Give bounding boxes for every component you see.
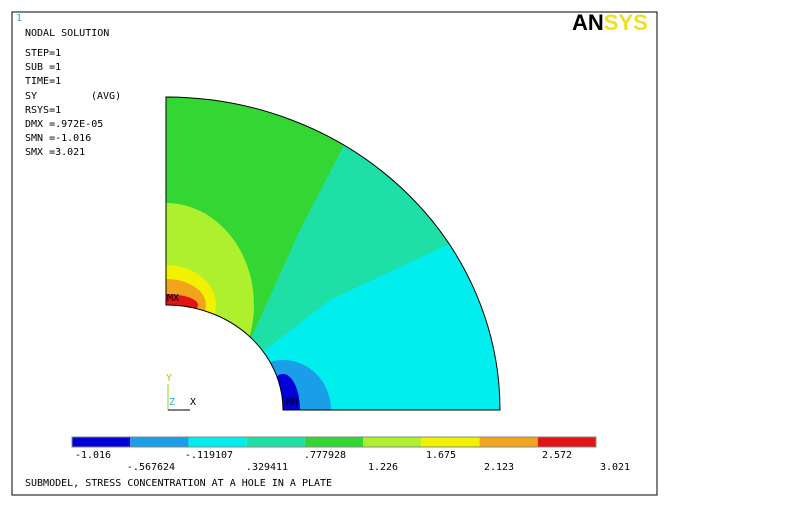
legend-label: -.119107 <box>185 450 233 461</box>
legend-swatch <box>304 437 364 447</box>
legend-label: 1.675 <box>426 450 456 461</box>
legend-label: 2.572 <box>542 450 572 461</box>
info-line: RSYS=1 <box>25 105 61 116</box>
legend-swatch <box>188 437 247 447</box>
triad-y: Y <box>166 373 172 384</box>
domain-outline <box>165 96 501 411</box>
legend-label: 2.123 <box>484 462 514 473</box>
max-marker: MX <box>167 293 179 304</box>
info-line: NODAL SOLUTION <box>25 28 109 39</box>
info-line: TIME=1 <box>25 76 61 87</box>
info-line: SUB =1 <box>25 62 61 73</box>
info-line: SMX =3.021 <box>25 147 85 158</box>
info-line: DMX =.972E-05 <box>25 119 103 130</box>
legend-label: 3.021 <box>600 462 630 473</box>
info-line: SMN =-1.016 <box>25 133 91 144</box>
info-line: SY <box>25 91 37 102</box>
legend-label: .777928 <box>304 450 346 461</box>
legend-swatch <box>421 437 480 447</box>
legend-label: 1.226 <box>368 462 398 473</box>
legend-swatch <box>537 437 596 447</box>
min-marker: MN <box>286 397 298 408</box>
legend-label: -.567624 <box>127 462 175 473</box>
triad-z: Z <box>169 397 175 408</box>
info-line: (AVG) <box>91 91 121 102</box>
legend-swatch <box>246 437 305 447</box>
legend-label: -1.016 <box>75 450 111 461</box>
logo-sys: SYS <box>604 10 648 35</box>
info-line: STEP=1 <box>25 48 61 59</box>
legend-label: .329411 <box>246 462 288 473</box>
legend: -1.016 -.567624 -.119107 .329411 .777928 1.22… <box>71 436 630 473</box>
logo-an: AN <box>572 10 604 35</box>
logo: ANSYS <box>572 10 648 35</box>
legend-swatch <box>130 437 189 447</box>
legend-swatch <box>479 437 538 447</box>
footer-title: SUBMODEL, STRESS CONCENTRATION AT A HOLE… <box>25 478 332 489</box>
legend-border <box>71 436 597 448</box>
window-number: 1 <box>16 13 22 24</box>
legend-swatch <box>363 437 422 447</box>
legend-swatch <box>72 437 131 447</box>
triad-x: X <box>190 397 196 408</box>
